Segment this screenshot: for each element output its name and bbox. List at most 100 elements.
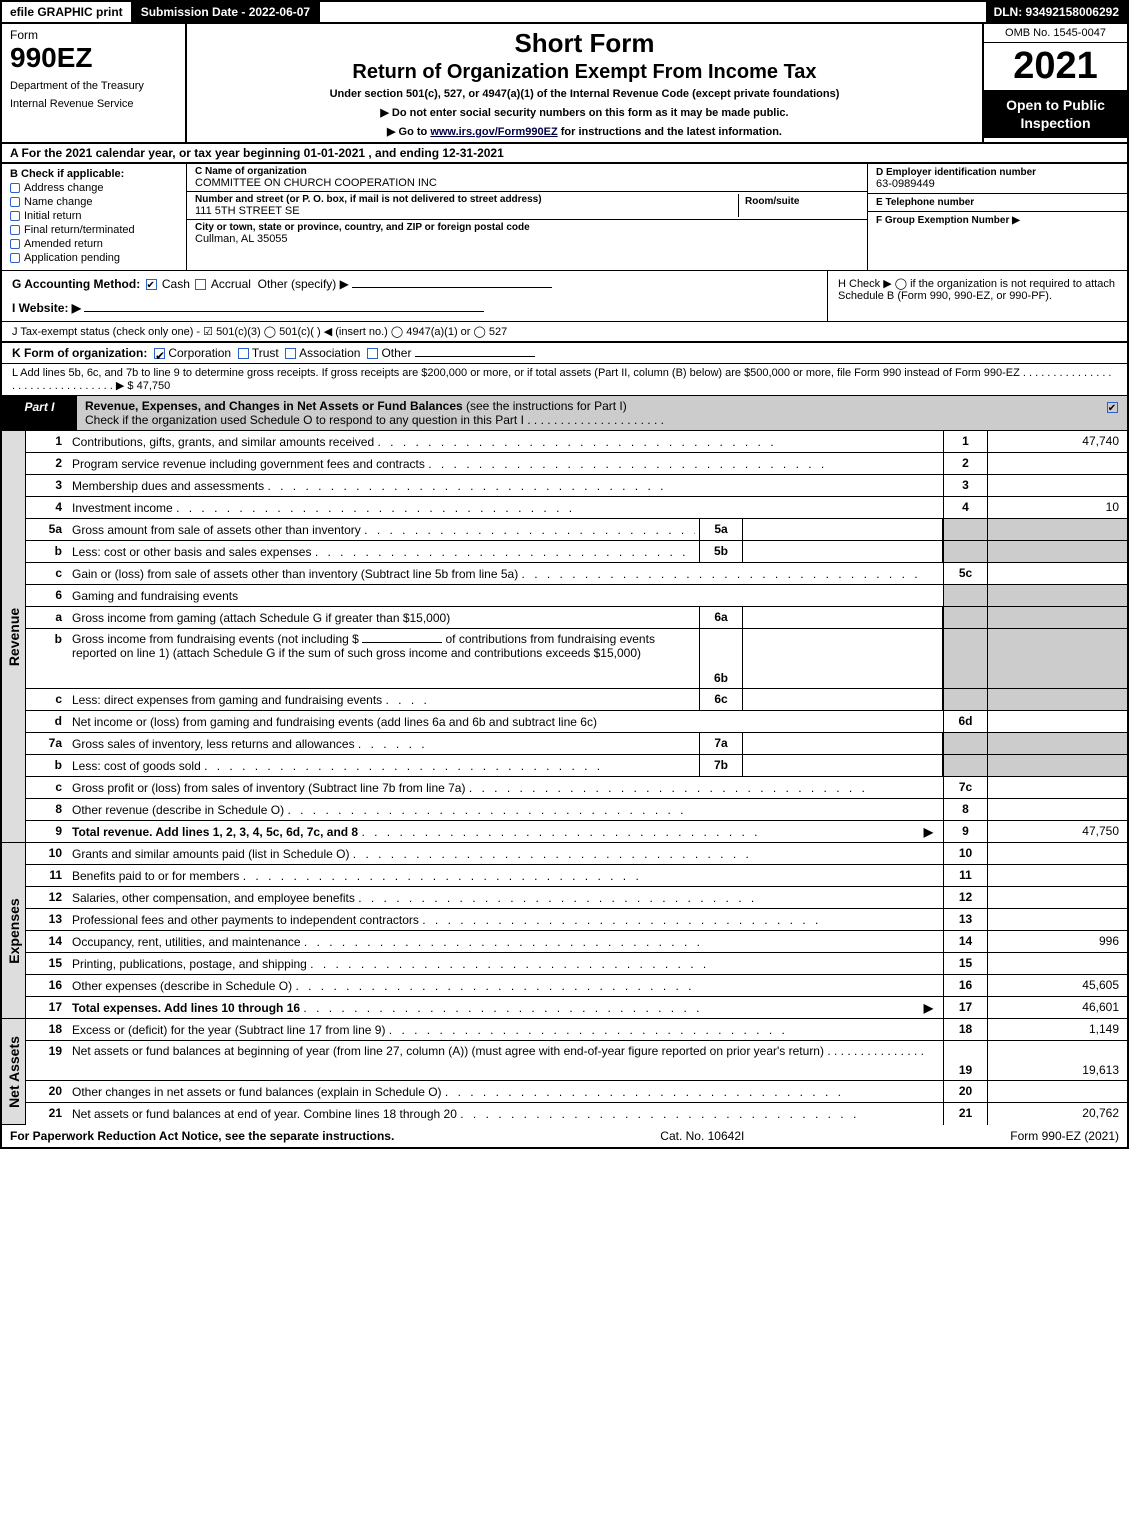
line-19: 19 Net assets or fund balances at beginn… — [26, 1041, 1127, 1081]
checkbox-icon — [10, 211, 20, 221]
checkbox-trust-icon[interactable] — [238, 348, 249, 359]
line-desc: Less: direct expenses from gaming and fu… — [68, 689, 699, 710]
mid-val — [743, 689, 943, 710]
mid-val — [743, 607, 943, 628]
checkbox-icon — [10, 183, 20, 193]
mid-val — [743, 755, 943, 776]
net-assets-lines: 18 Excess or (deficit) for the year (Sub… — [26, 1019, 1127, 1125]
line-rnum: 17 — [943, 997, 987, 1018]
line-num: 2 — [26, 453, 68, 474]
line-num: d — [26, 711, 68, 732]
dept-irs: Internal Revenue Service — [10, 98, 177, 110]
line-rnum: 10 — [943, 843, 987, 864]
desc-text: Contributions, gifts, grants, and simila… — [72, 435, 374, 449]
line-9: 9 Total revenue. Add lines 1, 2, 3, 4, 5… — [26, 821, 1127, 843]
mid-num: 7a — [699, 733, 743, 754]
line-rnum: 13 — [943, 909, 987, 930]
line-desc: Less: cost of goods sold . . . . . . . .… — [68, 755, 699, 776]
line-num: 20 — [26, 1081, 68, 1102]
arrow-icon: ▶ — [918, 1001, 939, 1015]
dots: . . . . . . . . . . . . . . . . . . . . … — [315, 545, 695, 559]
line-rnum — [943, 755, 987, 776]
city-box: City or town, state or province, country… — [187, 220, 867, 247]
line-num: 14 — [26, 931, 68, 952]
mid-val — [743, 541, 943, 562]
line-rval — [987, 563, 1127, 584]
line-desc: Occupancy, rent, utilities, and maintena… — [68, 931, 943, 952]
line-rnum — [943, 585, 987, 606]
section-net-assets: Net Assets 18 Excess or (deficit) for th… — [2, 1019, 1127, 1125]
line-desc: Gaming and fundraising events — [68, 585, 943, 606]
line-rval — [987, 519, 1127, 540]
line-3: 3 Membership dues and assessments . . . … — [26, 475, 1127, 497]
vtab-label: Expenses — [6, 898, 22, 963]
desc-text-1: Gross income from fundraising events (no… — [72, 632, 359, 646]
checkbox-corp-icon[interactable]: ✔ — [154, 348, 165, 359]
part1-lines: Revenue 1 Contributions, gifts, grants, … — [0, 431, 1129, 1125]
checkbox-icon — [10, 225, 20, 235]
desc-text: Net assets or fund balances at end of ye… — [72, 1107, 457, 1121]
line-desc: Total expenses. Add lines 10 through 16 … — [68, 997, 943, 1018]
irs-link[interactable]: www.irs.gov/Form990EZ — [430, 126, 557, 138]
checkbox-cash-icon[interactable] — [146, 279, 157, 290]
line-num: c — [26, 689, 68, 710]
checkbox-accrual-icon[interactable] — [195, 279, 206, 290]
desc-text: Net income or (loss) from gaming and fun… — [72, 715, 597, 729]
row-j-tax-exempt: J Tax-exempt status (check only one) - ☑… — [0, 322, 1129, 341]
desc-text: Benefits paid to or for members — [72, 869, 239, 883]
line-desc: Gross income from gaming (attach Schedul… — [68, 607, 699, 628]
org-name: COMMITTEE ON CHURCH COOPERATION INC — [195, 177, 859, 189]
line-num: b — [26, 755, 68, 776]
line-1: 1 Contributions, gifts, grants, and simi… — [26, 431, 1127, 453]
checkbox-icon — [10, 239, 20, 249]
cb-amended-return[interactable]: Amended return — [10, 238, 178, 250]
dots: . . . . . . . . . . . . . . . . . . . . … — [176, 501, 939, 515]
dots: . . . . . . . . . . . . . . . . . . . . … — [469, 781, 939, 795]
k-corp: Corporation — [168, 346, 231, 360]
checkbox-other-icon[interactable] — [367, 348, 378, 359]
j-text: J Tax-exempt status (check only one) - ☑… — [12, 326, 507, 338]
desc-text: Less: direct expenses from gaming and fu… — [72, 693, 382, 707]
col-gi: G Accounting Method: Cash Accrual Other … — [2, 271, 827, 321]
dept-treasury: Department of the Treasury — [10, 80, 177, 92]
line-rval — [987, 953, 1127, 974]
cb-initial-return[interactable]: Initial return — [10, 210, 178, 222]
dots: . . . . . . . . . . . . . . . . . . . . … — [287, 803, 939, 817]
dots: . . . . . . . . . . . . . . . . . . . . … — [377, 435, 939, 449]
city-val: Cullman, AL 35055 — [195, 233, 859, 245]
line-desc: Contributions, gifts, grants, and simila… — [68, 431, 943, 452]
checkbox-icon — [1107, 402, 1118, 413]
line-num: 13 — [26, 909, 68, 930]
block-gh: G Accounting Method: Cash Accrual Other … — [0, 270, 1129, 322]
cb-application-pending[interactable]: Application pending — [10, 252, 178, 264]
line-desc: Gain or (loss) from sale of assets other… — [68, 563, 943, 584]
line-desc: Gross income from fundraising events (no… — [68, 629, 699, 688]
desc-text: Other revenue (describe in Schedule O) — [72, 803, 284, 817]
checkbox-assoc-icon[interactable] — [285, 348, 296, 359]
dots: . . . . . . . . . . . . . . . . . . . . … — [522, 567, 939, 581]
dots: . . . . . . . . . . . . . . . . . . . . … — [364, 523, 695, 537]
line-6c: c Less: direct expenses from gaming and … — [26, 689, 1127, 711]
col-b-check: B Check if applicable: Address change Na… — [2, 164, 187, 270]
line-rval — [987, 1081, 1127, 1102]
line-rnum: 16 — [943, 975, 987, 996]
line-num: 10 — [26, 843, 68, 864]
cb-name-change[interactable]: Name change — [10, 196, 178, 208]
part1-checkbox[interactable] — [1097, 396, 1127, 430]
i-website-lbl: I Website: ▶ — [12, 301, 81, 315]
row-l-gross-receipts: L Add lines 5b, 6c, and 7b to line 9 to … — [0, 364, 1129, 396]
cb-final-return[interactable]: Final return/terminated — [10, 224, 178, 236]
line-num: c — [26, 563, 68, 584]
cb-address-change[interactable]: Address change — [10, 182, 178, 194]
line-rval — [987, 629, 1127, 688]
line-20: 20 Other changes in net assets or fund b… — [26, 1081, 1127, 1103]
line-rnum: 14 — [943, 931, 987, 952]
section-revenue: Revenue 1 Contributions, gifts, grants, … — [2, 431, 1127, 843]
line-desc: Other expenses (describe in Schedule O) … — [68, 975, 943, 996]
line-num: 5a — [26, 519, 68, 540]
line-desc: Total revenue. Add lines 1, 2, 3, 4, 5c,… — [68, 821, 943, 842]
line-rnum — [943, 733, 987, 754]
section-expenses: Expenses 10 Grants and similar amounts p… — [2, 843, 1127, 1019]
line-rval — [987, 755, 1127, 776]
line-rval — [987, 607, 1127, 628]
